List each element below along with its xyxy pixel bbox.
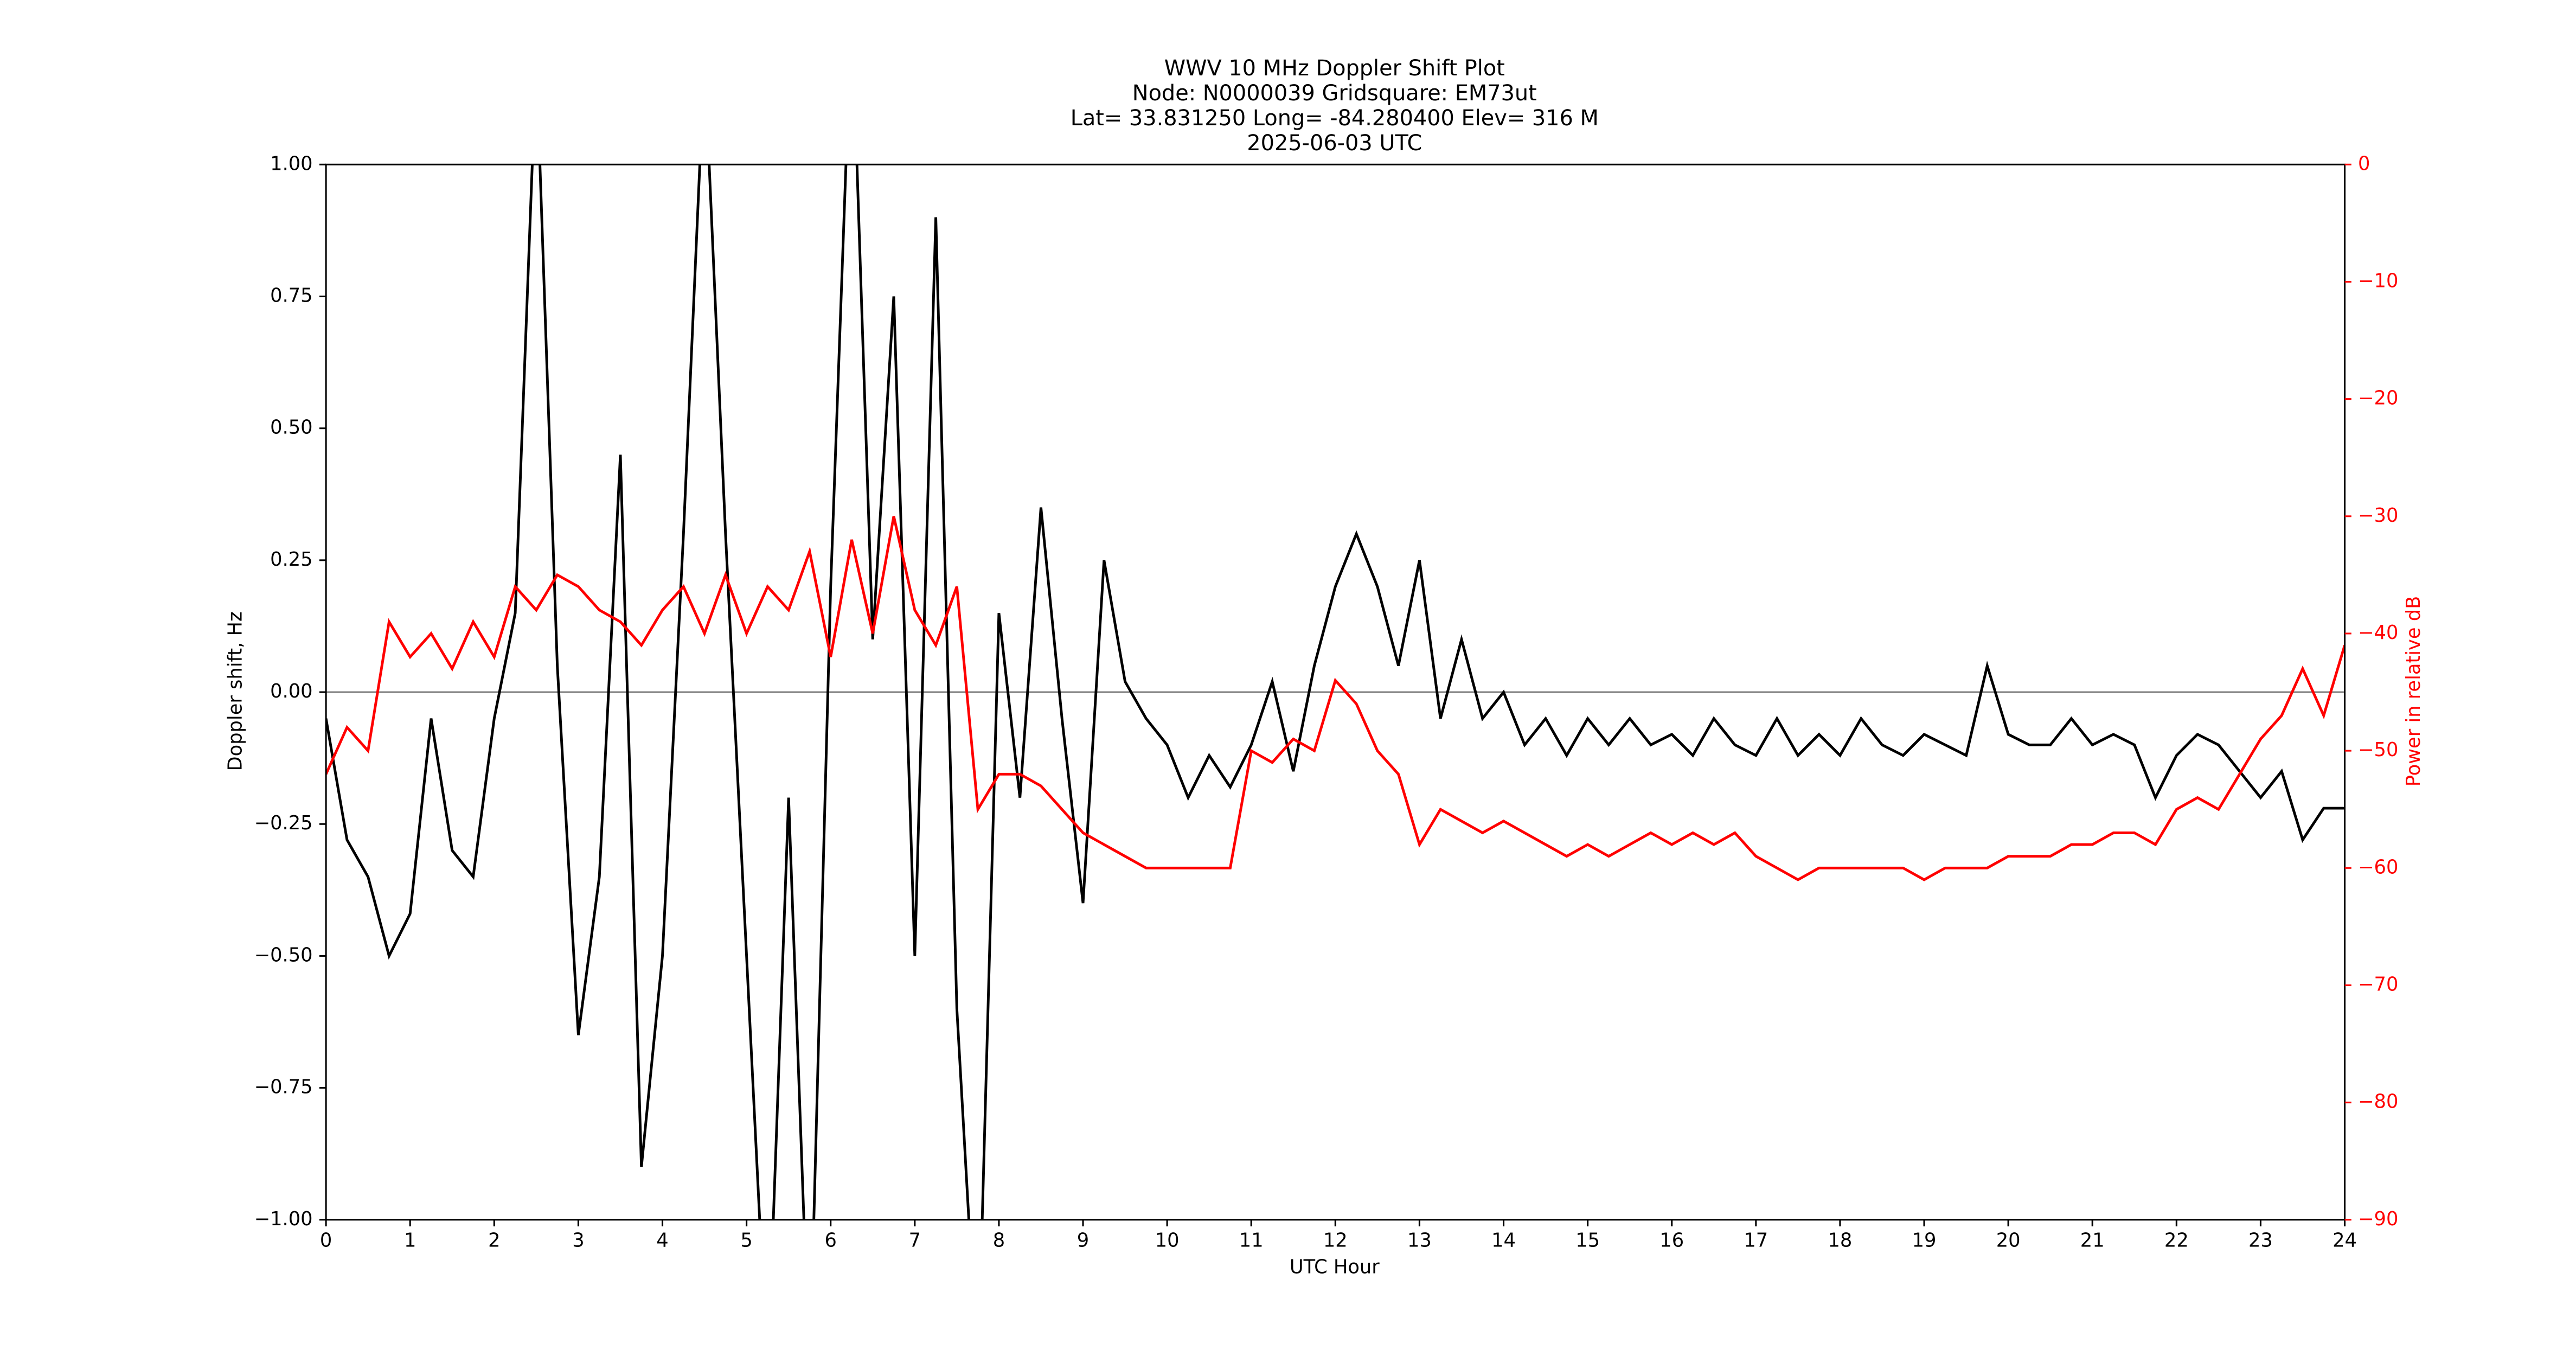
x-tick-label: 11 [1239, 1230, 1264, 1252]
x-tick-label: 4 [656, 1230, 668, 1252]
y2-tick-label: −10 [2358, 270, 2398, 292]
x-tick-label: 18 [1828, 1230, 1853, 1252]
x-axis-label: UTC Hour [1290, 1256, 1380, 1278]
x-tick-label: 6 [824, 1230, 836, 1252]
x-tick-label: 12 [1323, 1230, 1348, 1252]
data-line [326, 164, 2345, 1220]
x-tick-label: 14 [1491, 1230, 1516, 1252]
y-axis-label: Doppler shift, Hz [225, 612, 247, 771]
title-line: 2025-06-03 UTC [1247, 131, 1422, 156]
x-tick-label: 20 [1996, 1230, 2021, 1252]
x-tick-label: 16 [1659, 1230, 1684, 1252]
y2-tick-label: −70 [2358, 973, 2398, 995]
x-tick-label: 24 [2333, 1230, 2357, 1252]
x-tick-label: 21 [2080, 1230, 2105, 1252]
x-tick-label: 0 [320, 1230, 332, 1252]
x-tick-label: 7 [909, 1230, 921, 1252]
y2-tick-label: 0 [2358, 152, 2370, 175]
y2-tick-label: −90 [2358, 1208, 2398, 1230]
y-tick-label: −0.75 [254, 1076, 313, 1098]
x-tick-label: 17 [1744, 1230, 1768, 1252]
y2-tick-label: −80 [2358, 1091, 2398, 1113]
x-tick-label: 23 [2248, 1230, 2273, 1252]
y-tick-label: 0.25 [270, 548, 312, 571]
y-tick-label: 0.75 [270, 284, 312, 306]
x-tick-label: 22 [2164, 1230, 2189, 1252]
y-tick-label: −0.50 [254, 944, 313, 966]
x-tick-label: 19 [1912, 1230, 1937, 1252]
y2-tick-label: −40 [2358, 622, 2398, 644]
y-tick-label: 1.00 [270, 152, 312, 175]
y-tick-label: 0.50 [270, 417, 312, 439]
title-line: Node: N0000039 Gridsquare: EM73ut [1132, 81, 1537, 106]
x-tick-label: 9 [1077, 1230, 1089, 1252]
x-tick-label: 15 [1575, 1230, 1600, 1252]
x-tick-label: 10 [1155, 1230, 1180, 1252]
title-line: WWV 10 MHz Doppler Shift Plot [1164, 56, 1505, 81]
y2-axis-label: Power in relative dB [2402, 596, 2425, 787]
plot-frame [325, 163, 2346, 1221]
y-tick-label: −1.00 [254, 1208, 313, 1230]
x-tick-label: 5 [740, 1230, 752, 1252]
x-tick-label: 13 [1407, 1230, 1432, 1252]
x-tick-label: 3 [572, 1230, 584, 1252]
x-tick-label: 2 [488, 1230, 500, 1252]
data-line [326, 516, 2345, 881]
x-tick-label: 1 [404, 1230, 416, 1252]
title-line: Lat= 33.831250 Long= -84.280400 Elev= 31… [1071, 106, 1599, 131]
x-tick-label: 8 [993, 1230, 1005, 1252]
y-tick-label: −0.25 [254, 812, 313, 834]
y2-tick-label: −50 [2358, 739, 2398, 761]
y2-tick-label: −30 [2358, 504, 2398, 527]
y-tick-label: 0.00 [270, 680, 312, 702]
y2-tick-label: −60 [2358, 856, 2398, 878]
y2-tick-label: −20 [2358, 387, 2398, 410]
